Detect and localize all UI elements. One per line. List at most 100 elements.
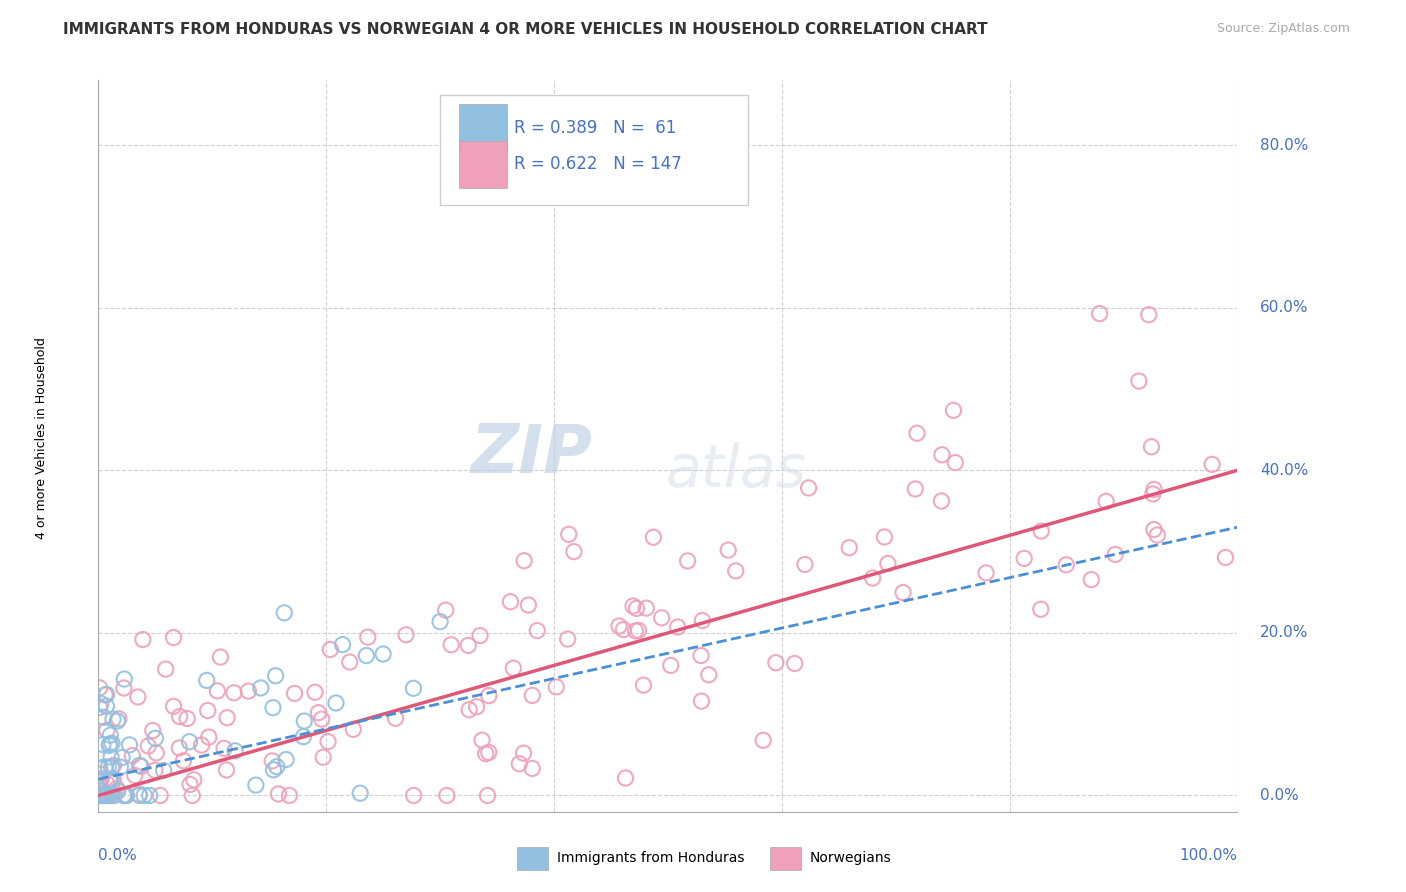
Point: [307, 706, 329, 720]
Point: [98, 773, 121, 788]
Point: [100, 760, 122, 774]
Point: [278, 789, 301, 803]
Point: [717, 543, 740, 558]
Point: [676, 554, 699, 568]
Point: [179, 777, 201, 791]
Point: [931, 448, 953, 462]
Point: [319, 642, 342, 657]
Point: [162, 631, 184, 645]
Text: 100.0%: 100.0%: [1180, 848, 1237, 863]
Point: [89, 761, 111, 775]
Point: [943, 456, 966, 470]
Text: R = 0.622   N = 147: R = 0.622 N = 147: [515, 155, 682, 173]
Point: [197, 704, 219, 718]
Point: [724, 564, 747, 578]
Point: [91, 789, 114, 803]
Text: 0.0%: 0.0%: [1260, 788, 1299, 803]
Point: [98, 739, 121, 753]
Point: [624, 624, 647, 638]
Point: [891, 585, 914, 599]
Point: [145, 746, 167, 760]
Point: [97, 760, 120, 774]
Point: [107, 784, 129, 798]
Point: [607, 619, 630, 633]
Point: [212, 741, 235, 756]
Point: [181, 789, 204, 803]
Point: [612, 623, 634, 637]
Point: [325, 696, 347, 710]
Point: [311, 712, 333, 726]
Point: [111, 750, 134, 764]
Point: [266, 759, 288, 773]
Point: [267, 787, 290, 801]
Point: [402, 789, 425, 803]
Point: [434, 603, 457, 617]
Point: [458, 703, 481, 717]
Point: [98, 772, 121, 787]
Point: [91, 789, 114, 803]
Point: [87, 789, 110, 803]
Point: [478, 689, 501, 703]
Point: [614, 771, 637, 785]
Text: 60.0%: 60.0%: [1260, 301, 1309, 316]
Point: [129, 759, 152, 773]
Point: [90, 772, 112, 786]
Point: [1029, 602, 1052, 616]
Point: [101, 736, 124, 750]
Point: [224, 744, 246, 758]
Point: [96, 777, 118, 791]
Text: Norwegians: Norwegians: [810, 851, 891, 865]
Point: [100, 789, 122, 803]
Point: [103, 758, 125, 772]
Point: [468, 629, 491, 643]
FancyBboxPatch shape: [440, 95, 748, 204]
Point: [190, 738, 212, 752]
Point: [249, 681, 271, 695]
Point: [149, 789, 172, 803]
Point: [499, 595, 522, 609]
Point: [395, 628, 418, 642]
Point: [1137, 308, 1160, 322]
Point: [262, 700, 284, 714]
Point: [942, 403, 965, 417]
Point: [127, 690, 149, 704]
Point: [1201, 458, 1223, 472]
Point: [342, 723, 364, 737]
Point: [557, 632, 579, 646]
Point: [356, 648, 378, 663]
Point: [371, 647, 394, 661]
FancyBboxPatch shape: [460, 104, 508, 152]
Point: [89, 789, 111, 803]
Point: [502, 661, 524, 675]
Point: [89, 789, 111, 803]
Point: [1031, 524, 1053, 538]
Point: [89, 784, 111, 798]
Point: [974, 566, 997, 580]
Point: [94, 688, 117, 702]
Point: [89, 767, 111, 781]
Point: [692, 614, 714, 628]
Point: [793, 558, 815, 572]
Point: [93, 789, 115, 803]
Point: [132, 632, 155, 647]
Point: [100, 750, 122, 764]
Point: [96, 789, 118, 803]
Point: [263, 763, 285, 777]
Point: [162, 699, 184, 714]
Point: [546, 680, 568, 694]
Point: [558, 527, 581, 541]
Point: [292, 730, 315, 744]
Point: [429, 615, 451, 629]
Point: [245, 778, 267, 792]
Point: [1146, 528, 1168, 542]
Point: [621, 599, 644, 613]
Point: [1095, 494, 1118, 508]
Point: [862, 571, 884, 585]
Point: [262, 754, 284, 768]
Point: [651, 611, 673, 625]
Point: [169, 740, 191, 755]
Point: [402, 681, 425, 696]
Text: atlas: atlas: [665, 442, 807, 499]
Point: [128, 758, 150, 772]
Point: [636, 601, 658, 615]
